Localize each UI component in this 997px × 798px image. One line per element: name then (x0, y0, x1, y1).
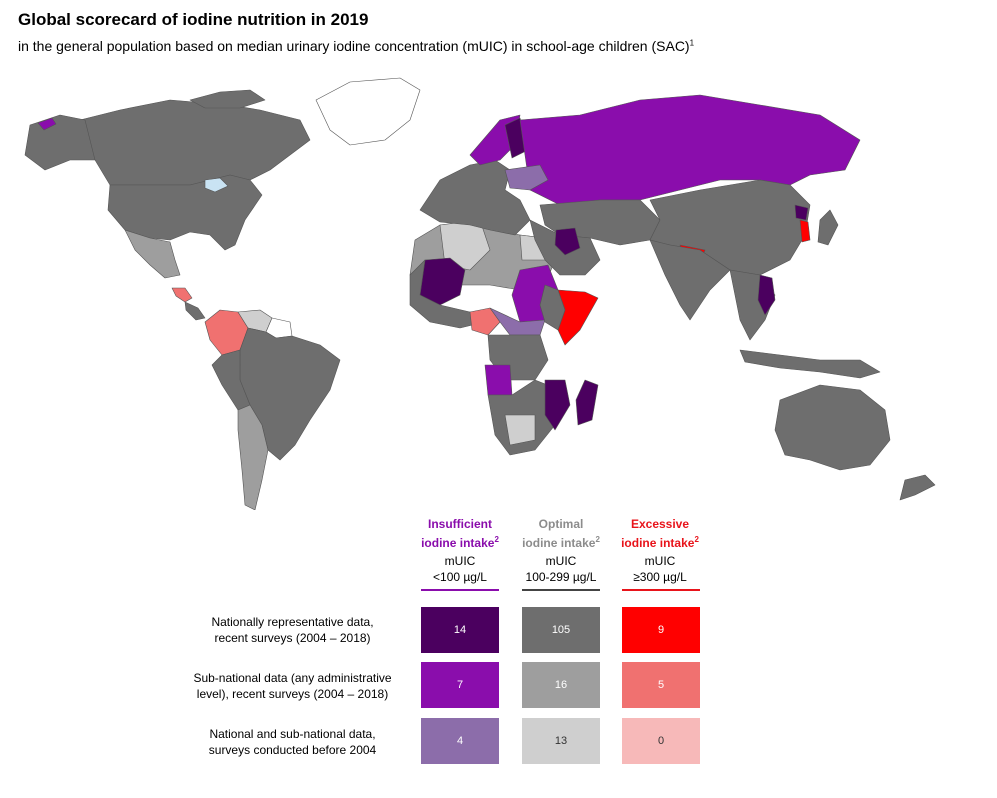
legend-head-optimal: Optimal iodine intake2 (506, 516, 616, 551)
legend-count-r1-c1: 16 (554, 679, 568, 691)
region-canada (79, 99, 311, 186)
legend-row-label-subnational-line2: level), recent surveys (2004 – 2018) (196, 687, 389, 701)
legend-row-label-national-line2: recent surveys (2004 – 2018) (214, 631, 371, 645)
legend-count-r0-c2: 9 (657, 624, 665, 636)
region-great-lakes (204, 177, 229, 193)
legend-cell-r1-c1: 16 (522, 662, 600, 708)
legend-sub-optimal: mUIC 100-299 µg/L (506, 553, 616, 585)
legend-count-r2-c1: 13 (554, 735, 568, 747)
legend-head-optimal-line2-text: iodine intake (522, 536, 596, 550)
legend-sub-excessive-line1: mUIC (644, 554, 676, 568)
legend-sub-insufficient: mUIC <100 µg/L (405, 553, 515, 585)
region-india (649, 239, 731, 321)
map-subtitle: in the general population based on media… (18, 38, 694, 54)
legend-cell-r2-c2: 0 (622, 718, 700, 764)
legend-count-r2-c2: 0 (657, 735, 665, 747)
legend-row-label-old-line1: National and sub-national data, (209, 727, 376, 741)
legend-rule-optimal (522, 589, 600, 591)
region-argentina (237, 404, 269, 510)
legend-sub-insufficient-line1: mUIC (444, 554, 476, 568)
legend-cell-r0-c0: 14 (421, 607, 499, 653)
legend-row-label-national: Nationally representative data, recent s… (180, 614, 405, 646)
region-mali (419, 257, 466, 306)
region-mexico (124, 229, 181, 279)
legend-head-excessive-line2: iodine intake2 (605, 532, 715, 551)
legend-count-r1-c0: 7 (456, 679, 464, 691)
legend-head-excessive-note: 2 (694, 535, 699, 544)
region-somalia (557, 289, 599, 346)
region-botswana (504, 414, 536, 446)
region-vietnam (757, 274, 776, 316)
region-japan (817, 209, 839, 246)
subtitle-text: in the general population based on media… (18, 38, 690, 54)
legend-row-label-old: National and sub-national data, surveys … (180, 726, 405, 758)
region-alaska-tip (37, 117, 57, 131)
legend-count-r0-c1: 105 (551, 624, 571, 636)
region-central-america (171, 287, 193, 303)
legend-rule-insufficient (421, 589, 499, 591)
region-australia (774, 384, 891, 471)
region-north-korea (794, 204, 809, 221)
legend-head-insufficient-line2-text: iodine intake (421, 536, 495, 550)
region-alaska (24, 114, 96, 171)
legend-head-optimal-line2: iodine intake2 (506, 532, 616, 551)
legend-count-r0-c0: 14 (453, 624, 467, 636)
legend-head-optimal-line1: Optimal (538, 517, 584, 531)
legend-head-optimal-note: 2 (595, 535, 600, 544)
region-korea (799, 219, 811, 243)
region-madagascar (575, 379, 599, 426)
legend-head-insufficient-line2: iodine intake2 (405, 532, 515, 551)
region-new-zealand (899, 474, 936, 501)
map-title: Global scorecard of iodine nutrition in … (18, 10, 369, 29)
legend-row-label-subnational-line1: Sub-national data (any administrative (193, 671, 392, 685)
region-greenland (315, 77, 421, 146)
region-iraq (554, 227, 581, 256)
legend-head-excessive-line1: Excessive (630, 517, 690, 531)
region-ukraine (504, 164, 549, 191)
legend-cell-r1-c2: 5 (622, 662, 700, 708)
legend-count-r2-c0: 4 (456, 735, 464, 747)
legend-sub-optimal-line2: 100-299 µg/L (525, 570, 597, 584)
region-central-america-south (184, 301, 206, 321)
legend-row-label-subnational: Sub-national data (any administrative le… (180, 670, 405, 702)
legend-cell-r0-c1: 105 (522, 607, 600, 653)
region-mozambique (544, 379, 571, 431)
legend-head-insufficient: Insufficient iodine intake2 (405, 516, 515, 551)
region-nigeria (469, 307, 501, 336)
legend-row-label-old-line2: surveys conducted before 2004 (208, 743, 377, 757)
legend-sub-excessive: mUIC ≥300 µg/L (605, 553, 715, 585)
legend-cell-r1-c0: 7 (421, 662, 499, 708)
region-indonesia (739, 349, 881, 379)
legend-cell-r2-c0: 4 (421, 718, 499, 764)
region-ethiopia (539, 284, 566, 331)
legend-sub-excessive-line2: ≥300 µg/L (633, 570, 687, 584)
region-russia (519, 94, 861, 206)
legend-cell-r0-c2: 9 (622, 607, 700, 653)
region-angola (484, 364, 513, 396)
legend-head-insufficient-note: 2 (494, 535, 499, 544)
world-map (24, 77, 936, 510)
legend-cell-r2-c1: 13 (522, 718, 600, 764)
subtitle-footnote-mark: 1 (689, 38, 695, 48)
legend-head-insufficient-line1: Insufficient (427, 517, 492, 531)
legend-count-r1-c2: 5 (657, 679, 665, 691)
region-arctic-islands (189, 89, 266, 109)
legend-rule-excessive (622, 589, 700, 591)
legend-row-label-national-line1: Nationally representative data, (211, 615, 374, 629)
region-europe (419, 159, 531, 236)
legend-head-excessive-line2-text: iodine intake (621, 536, 695, 550)
legend-sub-optimal-line1: mUIC (545, 554, 577, 568)
legend-head-excessive: Excessive iodine intake2 (605, 516, 715, 551)
legend-sub-insufficient-line2: <100 µg/L (433, 570, 487, 584)
